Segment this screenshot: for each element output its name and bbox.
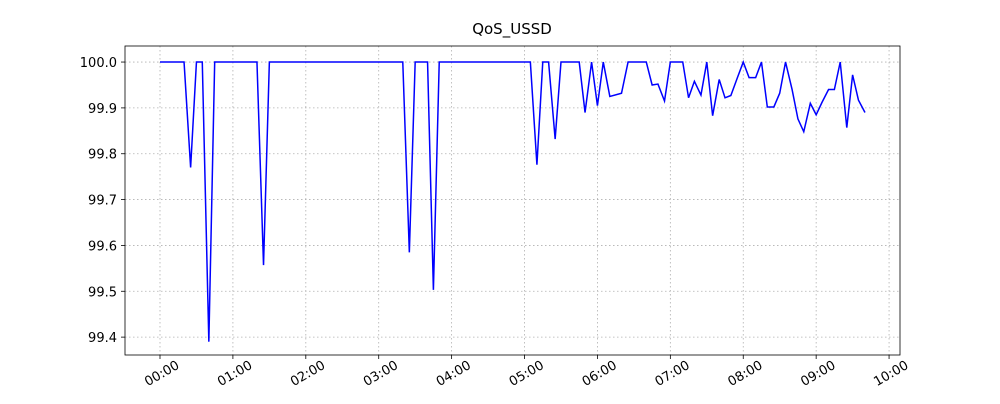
x-tick-label: 09:00 [798,358,838,390]
chart-title: QoS_USSD [472,20,552,39]
y-tick-label: 99.9 [88,102,117,117]
x-tick-label: 02:00 [288,358,328,390]
x-tick-label: 04:00 [434,358,474,390]
y-tick-label: 99.5 [88,285,117,300]
x-tick-label: 06:00 [580,358,620,390]
x-tick-label: 08:00 [726,358,766,390]
x-tick-label: 05:00 [507,358,547,390]
x-tick-label: 01:00 [215,358,255,390]
y-tick-label: 100.0 [80,56,117,71]
x-tick-label: 07:00 [653,358,693,390]
plot-frame [124,45,901,356]
y-tick-label: 99.8 [88,148,117,163]
x-tick-label: 10:00 [871,358,911,390]
line-series [160,59,866,342]
x-tick-label: 03:00 [361,358,401,390]
x-tick-label: 00:00 [142,358,182,390]
y-tick-label: 99.4 [88,331,117,346]
y-tick-label: 99.7 [88,194,117,209]
y-tick-label: 99.6 [88,239,117,254]
